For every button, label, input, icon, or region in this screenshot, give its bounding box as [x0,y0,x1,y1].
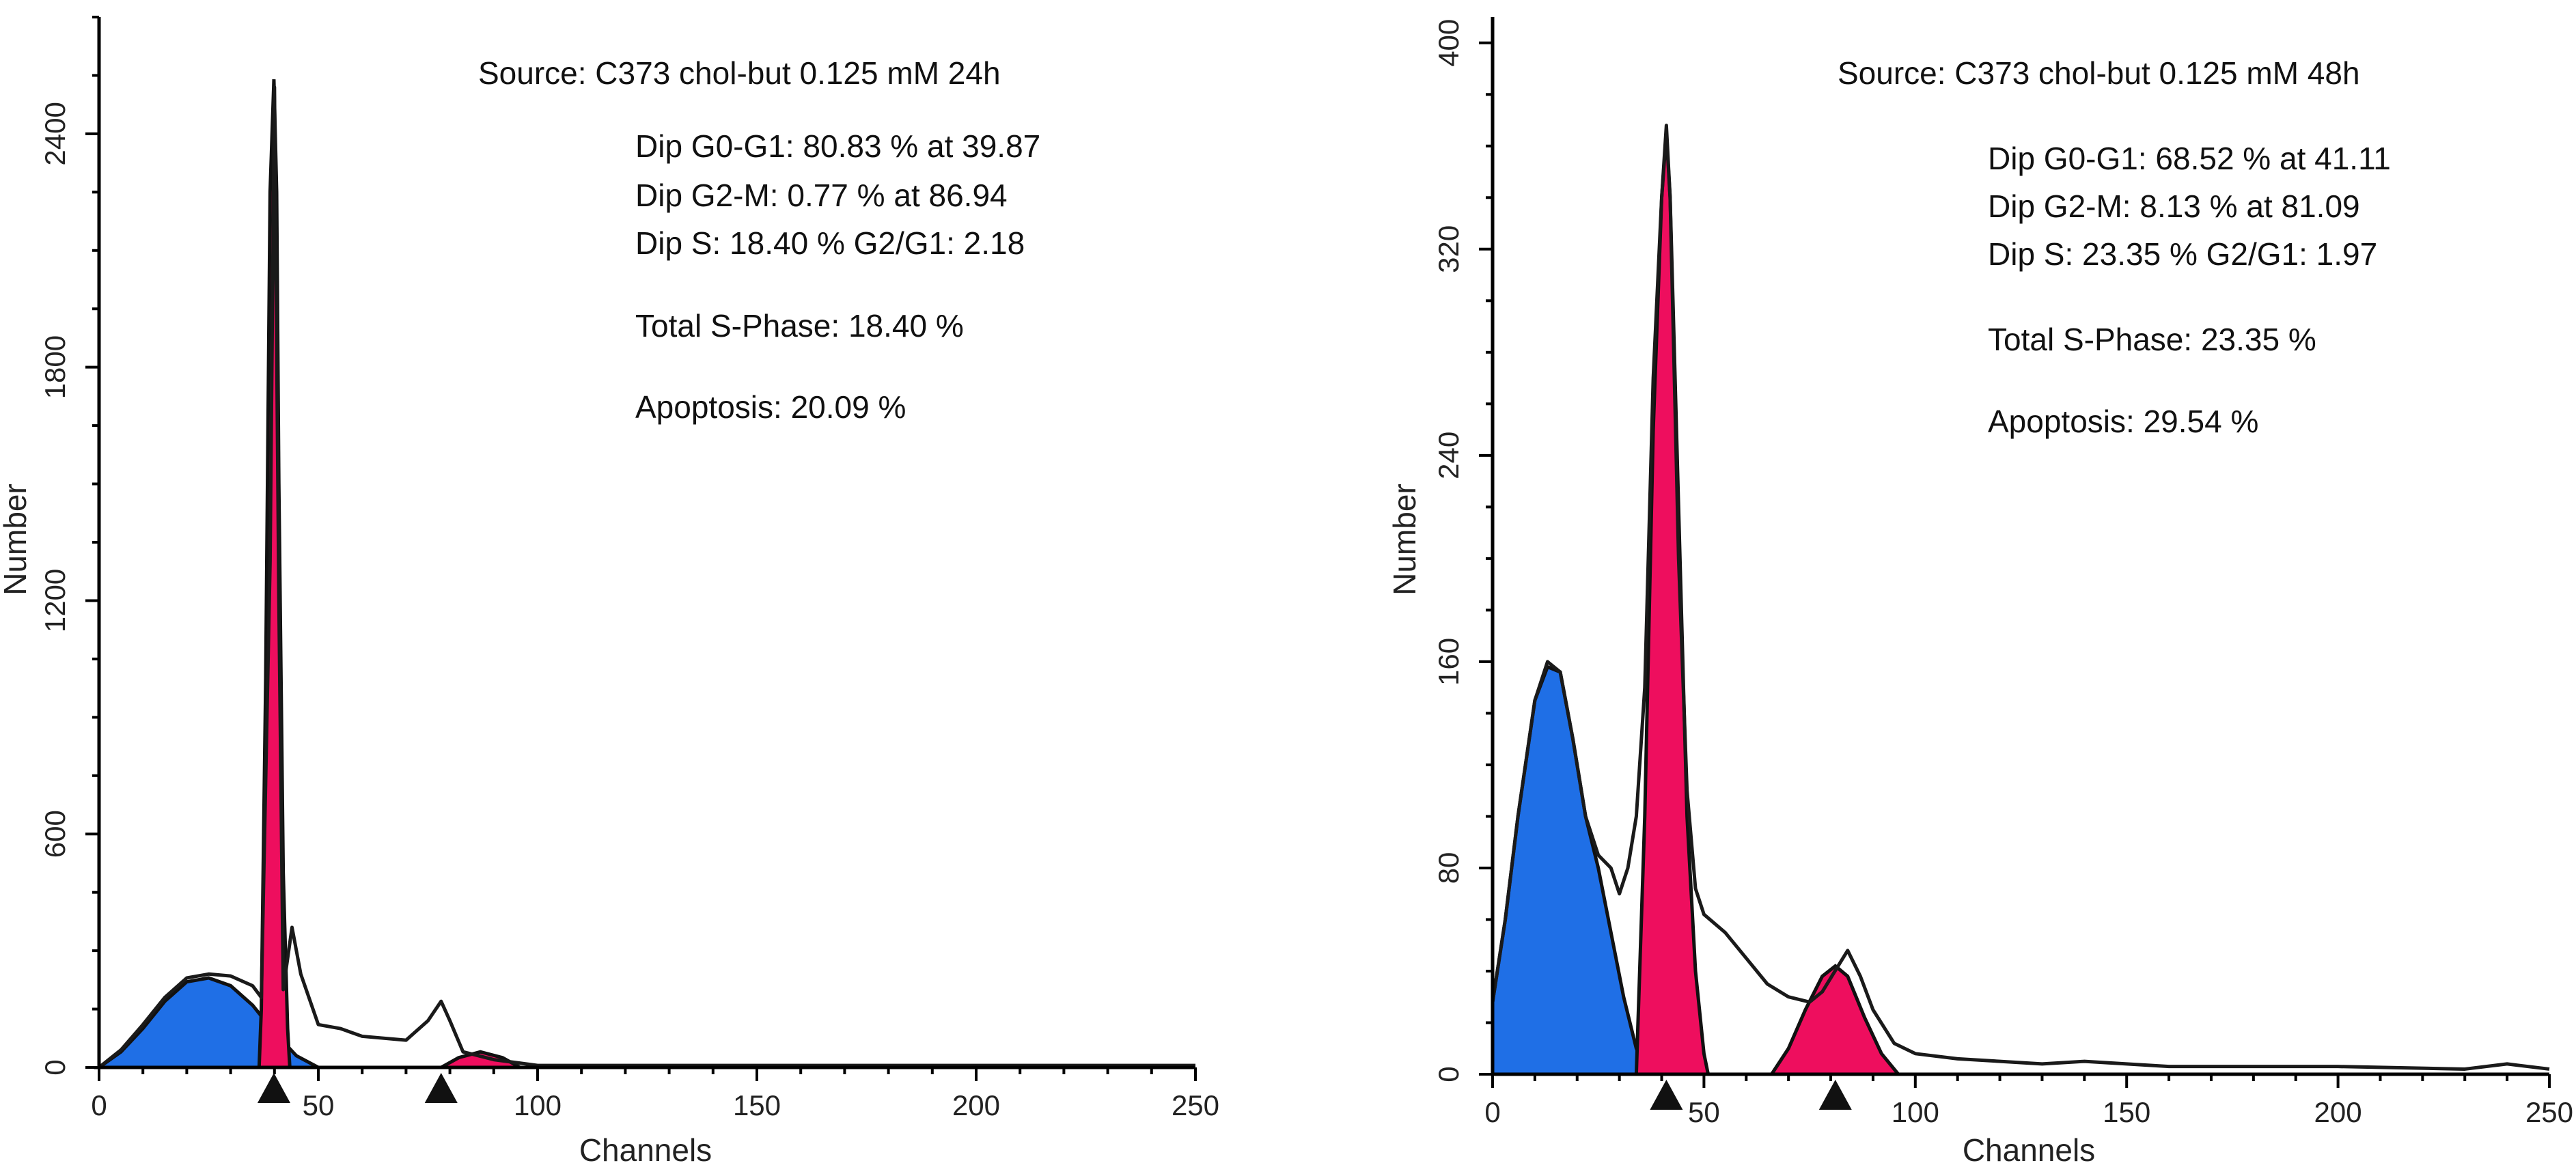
x-tick-label: 200 [952,1089,1000,1121]
annotation-total-s: Total S-Phase: 23.35 % [1988,322,2316,357]
annotation-s: Dip S: 18.40 % G2/G1: 2.18 [635,225,1025,261]
x-axis-title: Channels [1963,1132,2095,1168]
annotation-s: Dip S: 23.35 % G2/G1: 1.97 [1988,236,2377,272]
x-tick-label: 150 [733,1089,781,1121]
total-histogram-trace [1491,124,2550,1071]
y-tick-label: 0 [39,1059,71,1075]
x-tick-label: 200 [2314,1096,2362,1128]
histogram-panel-24h: 0 50 100 150 200 250 0 600 1200 1800 2400 Channels… [0,16,1219,1168]
y-axis-title: Number [0,484,33,596]
area-g2-m [1768,964,1902,1076]
y-tick-label: 400 [1432,19,1465,67]
y-tick-label: 0 [1432,1066,1465,1082]
y-tick-label: 160 [1432,638,1465,686]
x-tick-label: 100 [1892,1096,1939,1128]
x-tick-label: 0 [91,1089,107,1121]
x-axis-title: Channels [579,1132,712,1168]
peak-marker [1650,1080,1683,1110]
x-tick-label: 250 [1172,1089,1219,1121]
annotation-total-s: Total S-Phase: 18.40 % [635,308,964,344]
annotation-g2m: Dip G2-M: 0.77 % at 86.94 [635,178,1008,213]
y-axis-title: Number [1387,484,1422,596]
y-tick-label: 320 [1432,225,1465,273]
area-g2-m [434,1050,527,1069]
x-tick-label: 100 [514,1089,562,1121]
x-tick-label: 0 [1484,1096,1500,1128]
x-tick-label: 50 [303,1089,335,1121]
annotation-source: Source: C373 chol-but 0.125 mM 48h [1838,55,2360,91]
y-tick-label: 1800 [39,335,71,399]
y-tick-label: 600 [39,810,71,858]
annotation-source: Source: C373 chol-but 0.125 mM 24h [478,55,1001,91]
x-tick-label: 150 [2103,1096,2150,1128]
total-histogram-trace [98,85,1195,1069]
annotation-apoptosis: Apoptosis: 29.54 % [1988,404,2258,439]
annotation-g0g1: Dip G0-G1: 80.83 % at 39.87 [635,128,1040,164]
y-tick-label: 240 [1432,432,1465,479]
peak-marker [1818,1080,1852,1110]
annotation-g2m: Dip G2-M: 8.13 % at 81.09 [1988,188,2360,224]
y-tick-label: 1200 [39,569,71,632]
y-tick-label: 2400 [39,102,71,165]
x-tick-label: 50 [1688,1096,1720,1128]
x-tick-label: 250 [2525,1096,2573,1128]
annotation-g0g1: Dip G0-G1: 68.52 % at 41.11 [1988,141,2391,176]
annotation-apoptosis: Apoptosis: 20.09 % [635,389,906,425]
peak-marker [257,1073,290,1103]
y-tick-label: 80 [1432,852,1465,884]
peak-marker [424,1073,458,1103]
